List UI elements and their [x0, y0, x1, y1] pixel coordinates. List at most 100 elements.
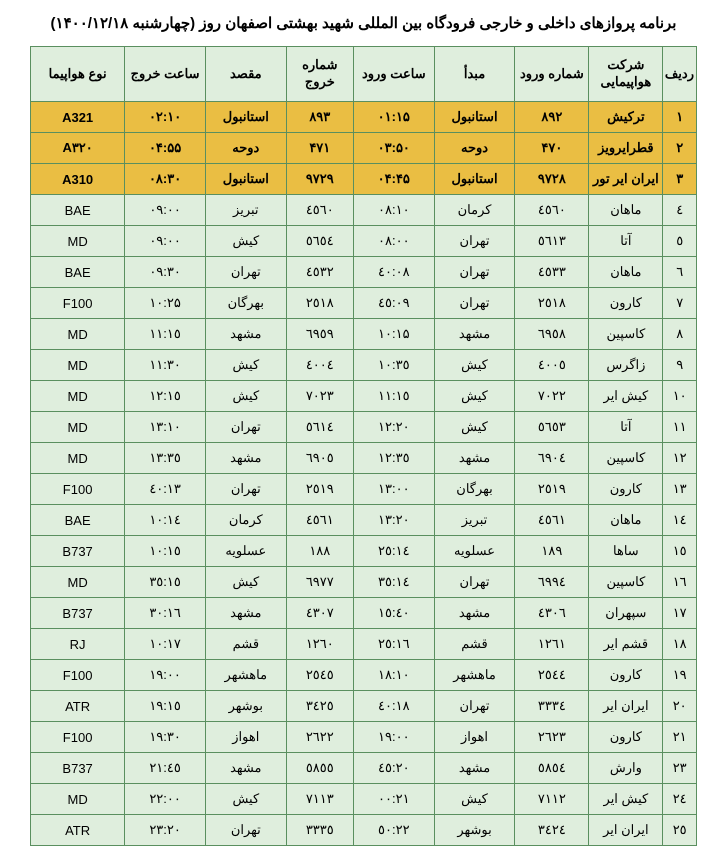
th-origin: مبدأ [434, 47, 515, 102]
table-cell: ۲٥ [663, 815, 697, 846]
table-cell: ۱۹:۱٥ [125, 691, 206, 722]
table-cell: تهران [434, 226, 515, 257]
table-cell: تهران [434, 288, 515, 319]
table-cell: کارون [589, 474, 663, 505]
table-cell: ٢٥٤٤ [515, 660, 589, 691]
table-row: ۱٧سپهران٤٣٠٦مشهد۱٥:٤۰٤٣٠٧مشهد۱٦:۳۰B737 [31, 598, 697, 629]
th-arr-time: ساعت ورود [353, 47, 434, 102]
table-cell: F100 [31, 660, 125, 691]
table-cell: مشهد [205, 319, 286, 350]
table-cell: ۱۹:۳۰ [125, 722, 206, 753]
table-cell: کیش [434, 784, 515, 815]
table-cell: MD [31, 381, 125, 412]
table-cell: ٤ [663, 195, 697, 226]
table-cell: ٥٨٥٥ [286, 753, 353, 784]
th-arr-no: شماره ورود [515, 47, 589, 102]
table-cell: ماهان [589, 257, 663, 288]
table-row: ۲٤کیش ایر٧١١٢کیش۲١:۰۰٧١١٣کیش۲۲:۰۰MD [31, 784, 697, 815]
table-cell: ۴۷۱ [286, 133, 353, 164]
table-cell: مشهد [205, 753, 286, 784]
th-rowno: ردیف [663, 47, 697, 102]
table-cell: ٤٠٠٥ [515, 350, 589, 381]
table-cell: ٥٦٥٤ [286, 226, 353, 257]
table-cell: BAE [31, 505, 125, 536]
table-cell: بهرگان [205, 288, 286, 319]
table-row: ٩زاگرس٤٠٠٥کیش۱۰:۳٥٤٠٠٤کیش۱۱:۳۰MD [31, 350, 697, 381]
table-row: ۳ایران ایر تور۹۷۲۸استانبول۰۴:۴۵۹۷۲۹استان… [31, 164, 697, 195]
table-row: ۱ترکیش۸۹۲استانبول۰۱:۱۵۸۹۳استانبول۰۲:۱۰A3… [31, 102, 697, 133]
table-cell: ۲۳:۲۰ [125, 815, 206, 846]
table-cell: ٧٠٢٢ [515, 381, 589, 412]
th-aircraft: نوع هواپیما [31, 47, 125, 102]
table-cell: کیش ایر [589, 381, 663, 412]
table-cell: ۱۳:۰۰ [353, 474, 434, 505]
th-dep-no: شماره خروج [286, 47, 353, 102]
table-cell: کاسپین [589, 319, 663, 350]
table-cell: ۱٤:۱۰ [125, 505, 206, 536]
table-cell: ۱۲:۱٥ [125, 381, 206, 412]
table-cell: ۰۱:۱۵ [353, 102, 434, 133]
table-cell: ٤٥٦١ [515, 505, 589, 536]
table-cell: اهواز [434, 722, 515, 753]
table-cell: دوحه [434, 133, 515, 164]
table-cell: ۲۲:۰۰ [125, 784, 206, 815]
table-cell: مشهد [434, 753, 515, 784]
table-cell: بوشهر [205, 691, 286, 722]
table-cell: کیش ایر [589, 784, 663, 815]
table-cell: آتا [589, 226, 663, 257]
table-cell: کیش [434, 350, 515, 381]
table-cell: ٦٩٠٤ [515, 443, 589, 474]
table-cell: ۲۱ [663, 722, 697, 753]
table-cell: MD [31, 443, 125, 474]
table-cell: F100 [31, 288, 125, 319]
table-cell: A310 [31, 164, 125, 195]
table-cell: عسلویه [434, 536, 515, 567]
table-cell: ۱٧:۱۰ [125, 629, 206, 660]
table-cell: ۱٦:۳۰ [125, 598, 206, 629]
table-cell: ٢٥١٨ [515, 288, 589, 319]
table-cell: تبریز [205, 195, 286, 226]
table-cell: ۱٥:۳٥ [125, 567, 206, 598]
table-row: ٧کارون٢٥١٨تهران۰۹:٤٥٢٥١٨بهرگان۱۰:۲۵F100 [31, 288, 697, 319]
table-cell: استانبول [434, 164, 515, 195]
table-cell: تهران [205, 474, 286, 505]
table-row: ۲۱کارون٢٦٢٣اهواز۱۹:۰۰٢٦٢٢اهواز۱۹:۳۰F100 [31, 722, 697, 753]
table-cell: ۴۷۰ [515, 133, 589, 164]
table-cell: ماهان [589, 505, 663, 536]
table-cell: ٣٣٣٥ [286, 815, 353, 846]
table-cell: ٧ [663, 288, 697, 319]
table-cell: ۱۹:۰۰ [353, 722, 434, 753]
table-cell: ۱۸:۱۰ [353, 660, 434, 691]
table-cell: ٢٥٤٥ [286, 660, 353, 691]
table-cell: ساها [589, 536, 663, 567]
table-row: ۲قطرایرویز۴۷۰دوحه۰۳:۵۰۴۷۱دوحه۰۴:۵۵A۳۲۰ [31, 133, 697, 164]
table-cell: ۰۸:٤۰ [353, 257, 434, 288]
table-row: ۱۰کیش ایر٧٠٢٢کیش۱۱:۱٥٧٠٢٣کیش۱۲:۱٥MD [31, 381, 697, 412]
th-dest: مقصد [205, 47, 286, 102]
table-cell: ۰۴:۴۵ [353, 164, 434, 195]
table-cell: ۱۲:۳٥ [353, 443, 434, 474]
table-cell: ۱٥ [663, 536, 697, 567]
table-cell: ۰۳:۵۰ [353, 133, 434, 164]
table-cell: تهران [205, 257, 286, 288]
table-cell: کارون [589, 722, 663, 753]
table-cell: ۲۲:٥۰ [353, 815, 434, 846]
table-cell: ٦ [663, 257, 697, 288]
table-cell: ٦٩٥٩ [286, 319, 353, 350]
th-dep-time: ساعت خروج [125, 47, 206, 102]
table-cell: استانبول [205, 164, 286, 195]
table-cell: کرمان [205, 505, 286, 536]
table-row: ۱۱آتا٥٦٥٣کیش۱۲:۲۰٥٦١٤تهران۱۳:۱۰MD [31, 412, 697, 443]
table-cell: ٧١١٣ [286, 784, 353, 815]
table-cell: B737 [31, 598, 125, 629]
table-cell: مشهد [434, 319, 515, 350]
table-cell: تهران [434, 691, 515, 722]
table-cell: مشهد [205, 443, 286, 474]
table-cell: تهران [205, 412, 286, 443]
table-cell: کیش [434, 412, 515, 443]
table-cell: ٧٠٢٣ [286, 381, 353, 412]
table-cell: ماهشهر [434, 660, 515, 691]
table-cell: بهرگان [434, 474, 515, 505]
table-header-row: ردیف شرکت هواپیمایی شماره ورود مبدأ ساعت… [31, 47, 697, 102]
table-cell: ۱ [663, 102, 697, 133]
